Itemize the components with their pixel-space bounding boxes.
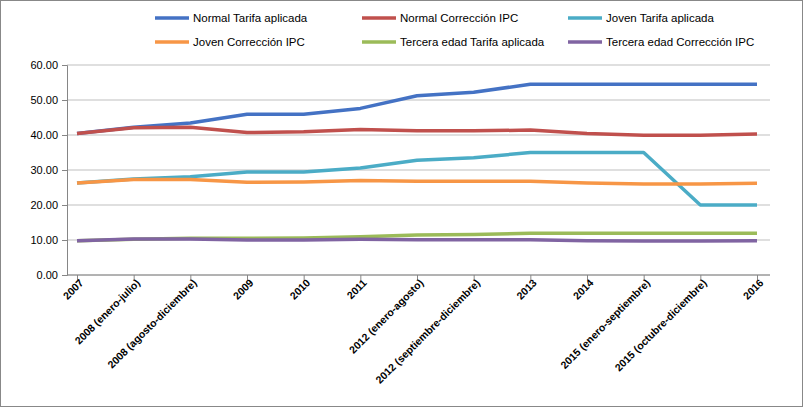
- series-line: [77, 127, 757, 135]
- y-tick-label: 50.00: [30, 94, 58, 106]
- y-tick-label: 10.00: [30, 234, 58, 246]
- x-tick: 2008 (agosto-diciembre): [105, 275, 199, 370]
- x-tick: 2015 (enero-septiembre): [558, 275, 652, 371]
- x-tick-label: 2015 (octubre-diciembre): [612, 277, 709, 374]
- y-tick-label: 30.00: [30, 164, 58, 176]
- y-tick: 0.00: [37, 269, 67, 281]
- y-tick: 50.00: [30, 94, 67, 106]
- y-tick: 20.00: [30, 199, 67, 211]
- x-tick-label: 2009: [231, 276, 256, 301]
- legend-label: Joven Corrección IPC: [193, 36, 305, 48]
- x-tick-label: 2016: [741, 276, 766, 301]
- y-tick-mark: [62, 65, 67, 66]
- legend: Normal Tarifa aplicada Normal Corrección …: [155, 12, 754, 48]
- grid-line: [67, 240, 770, 241]
- x-tick-label: 2007: [61, 276, 86, 301]
- y-tick-mark: [62, 240, 67, 241]
- y-tick-mark: [62, 275, 67, 276]
- y-tick-label: 60.00: [30, 59, 58, 71]
- legend-swatch: [362, 40, 396, 44]
- y-tick: 40.00: [30, 129, 67, 141]
- y-tick-mark: [62, 135, 67, 136]
- y-tick-label: 40.00: [30, 129, 58, 141]
- y-tick: 60.00: [30, 59, 67, 71]
- y-tick-label: 20.00: [30, 199, 58, 211]
- legend-item: Tercera edad Tarifa aplicada: [362, 36, 545, 48]
- x-tick-label: 2013: [514, 276, 539, 301]
- y-axis: 0.00 10.00 20.00 30.00 40.00 50.00 60.00: [30, 59, 67, 281]
- x-tick: 2007: [61, 275, 86, 302]
- x-tick-label: 2008 (agosto-diciembre): [105, 277, 199, 371]
- legend-swatch: [362, 16, 396, 20]
- y-tick-mark: [62, 205, 67, 206]
- legend-item: Tercera edad Corrección IPC: [568, 36, 754, 48]
- y-axis-line: [62, 66, 68, 276]
- legend-item: Joven Corrección IPC: [155, 36, 305, 48]
- x-tick-label: 2011: [344, 276, 369, 301]
- x-tick-label: 2015 (enero-septiembre): [558, 277, 652, 371]
- legend-swatch: [568, 40, 602, 44]
- legend-label: Normal Tarifa aplicada: [193, 12, 308, 24]
- x-tick: 2015 (octubre-diciembre): [612, 275, 709, 373]
- x-tick-label: 2012 (septiembre-diciembre): [373, 277, 482, 386]
- y-tick-mark: [62, 100, 67, 101]
- x-axis: 20072008 (enero-julio)2008 (agosto-dicie…: [61, 275, 770, 386]
- x-tick: 2009: [231, 275, 256, 302]
- lines: [77, 84, 757, 241]
- x-tick: 2013: [514, 275, 539, 302]
- x-tick-label: 2014: [571, 276, 596, 301]
- x-tick-label: 2010: [287, 276, 312, 301]
- series-line: [77, 179, 757, 184]
- y-tick-mark: [62, 170, 67, 171]
- legend-item: Normal Corrección IPC: [362, 12, 518, 24]
- y-tick: 30.00: [30, 164, 67, 176]
- series-line: [77, 233, 757, 240]
- legend-label: Normal Corrección IPC: [400, 12, 518, 24]
- legend-item: Normal Tarifa aplicada: [155, 12, 308, 24]
- legend-swatch: [155, 40, 189, 44]
- x-tick: 2010: [287, 275, 312, 302]
- grid-line: [67, 100, 770, 101]
- x-tick: 2014: [571, 275, 596, 302]
- chart: 0.0010.0020.0030.0040.0050.0060.00200720…: [0, 0, 803, 407]
- y-tick-label: 0.00: [37, 269, 58, 281]
- grid-line: [67, 205, 770, 206]
- x-axis-line: [67, 275, 770, 276]
- grid-line: [67, 65, 770, 66]
- legend-item: Joven Tarifa aplicada: [568, 12, 714, 24]
- x-tick: 2012 (septiembre-diciembre): [373, 275, 482, 386]
- y-tick: 10.00: [30, 234, 67, 246]
- legend-label: Tercera edad Tarifa aplicada: [400, 36, 545, 48]
- legend-swatch: [568, 16, 602, 20]
- grid-line: [67, 275, 770, 276]
- chart-border: [1, 1, 803, 407]
- grid: [67, 65, 770, 275]
- series-line: [77, 239, 757, 241]
- legend-swatch: [155, 16, 189, 20]
- x-tick: 2016: [741, 275, 766, 302]
- x-tick: 2011: [344, 275, 369, 301]
- legend-label: Tercera edad Corrección IPC: [606, 36, 754, 48]
- legend-label: Joven Tarifa aplicada: [606, 12, 714, 24]
- series-line: [77, 153, 757, 206]
